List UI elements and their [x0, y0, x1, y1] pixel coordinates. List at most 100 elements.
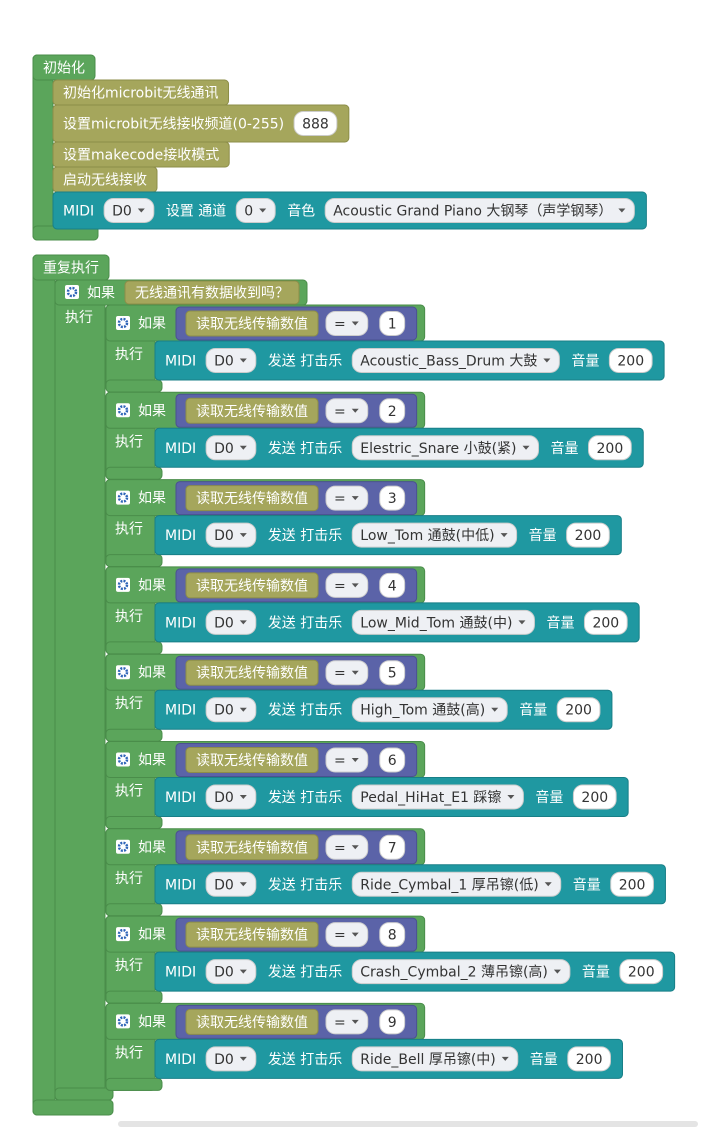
- volume-value-box: [572, 784, 617, 810]
- case-value-box: [379, 311, 406, 336]
- drum-dropdown: Elestric_Snare 小鼓(紧): [360, 441, 516, 457]
- gear-icon-ring: [117, 317, 129, 329]
- dropdown-arrow: [351, 1019, 359, 1024]
- pin-dropdown-box: [205, 1046, 257, 1072]
- midi-label: MIDI: [165, 615, 196, 631]
- do-label: 执行: [115, 871, 143, 887]
- case-value-box: [379, 398, 406, 424]
- volume-value: 200: [628, 965, 655, 981]
- init-body: [32, 54, 54, 241]
- channel-value-box: [293, 111, 338, 136]
- case-value: 7: [388, 840, 397, 856]
- dropdown-arrow: [239, 969, 247, 974]
- dropdown-arrow: [239, 533, 247, 538]
- action-label: 发送 打击乐: [268, 789, 342, 806]
- case-value-box: [379, 485, 406, 511]
- statement-label: 初始化microbit无线通讯: [63, 85, 219, 102]
- drum-dropdown: Low_Mid_Tom 通鼓(中): [360, 615, 512, 631]
- case-bottom: [105, 1077, 163, 1091]
- volume-value-box: [610, 871, 654, 897]
- midi-label: MIDI: [165, 441, 196, 457]
- gear-icon-ring: [66, 286, 78, 298]
- op-dropdown-box: [325, 311, 369, 336]
- op-dropdown: =: [334, 491, 346, 507]
- action-label: 发送 打击乐: [268, 353, 342, 370]
- pin-dropdown-box: [205, 697, 257, 723]
- volume-value: 200: [575, 528, 602, 544]
- midi-label: MIDI: [165, 528, 196, 544]
- midi-label: MIDI: [165, 1052, 196, 1068]
- midi-label: MIDI: [165, 877, 196, 893]
- midi-label: MIDI: [165, 790, 196, 806]
- volume-label: 音量: [582, 964, 610, 981]
- case-value-box: [379, 660, 406, 686]
- volume-value-box: [556, 697, 601, 723]
- pin-dropdown: D0: [112, 204, 132, 220]
- volume-value: 200: [576, 1052, 603, 1068]
- op-dropdown: =: [334, 404, 346, 420]
- forever-body: [32, 254, 56, 1116]
- gear-icon-ring: [117, 492, 129, 503]
- drum-dropdown-box: [351, 348, 560, 373]
- op-dropdown-box: [325, 747, 369, 773]
- dropdown-arrow: [351, 408, 359, 413]
- drum-dropdown: Low_Tom 通鼓(中低): [360, 528, 494, 544]
- drum-dropdown: Ride_Cymbal_1 厚吊镲(低): [360, 876, 538, 893]
- pin-dropdown: D0: [214, 965, 234, 981]
- drum-dropdown: Acoustic_Bass_Drum 大鼓: [360, 354, 537, 370]
- drum-dropdown: High_Tom 通鼓(高): [360, 702, 485, 719]
- condition-block: [124, 280, 300, 305]
- action-label: 发送 打击乐: [268, 876, 342, 893]
- channel-dropdown-box: [235, 198, 276, 223]
- init-label: 初始化: [43, 60, 85, 77]
- instrument-dropdown: Acoustic Grand Piano 大钢琴（声学钢琴）: [333, 204, 612, 220]
- read-block: [185, 921, 319, 948]
- volume-value-box: [583, 609, 628, 635]
- volume-value-box: [608, 348, 653, 373]
- volume-label: 音量: [573, 876, 601, 893]
- pin-dropdown-box: [205, 435, 257, 461]
- volume-value: 200: [619, 877, 646, 893]
- if-bottom: [54, 1087, 114, 1101]
- volume-value: 200: [581, 790, 608, 806]
- dropdown-arrow: [351, 758, 359, 762]
- gear-icon: [116, 403, 130, 418]
- if-label: 如果: [138, 840, 166, 856]
- forever-bottom: [32, 1099, 114, 1116]
- drum-dropdown: Pedal_HiHat_E1 踩镲: [360, 789, 501, 806]
- do-label: 执行: [115, 522, 143, 538]
- volume-label: 音量: [530, 1051, 558, 1068]
- do-label: 执行: [115, 784, 143, 800]
- read-label: 读取无线传输数值: [196, 1014, 308, 1031]
- volume-label: 音量: [519, 702, 547, 719]
- pin-dropdown: D0: [214, 528, 234, 544]
- if-label: 如果: [138, 1014, 166, 1030]
- volume-label: 音量: [535, 789, 563, 806]
- op-dropdown: =: [334, 1015, 346, 1031]
- pin-dropdown: D0: [214, 615, 234, 631]
- read-label: 读取无线传输数值: [196, 839, 308, 856]
- gear-icon-ring: [117, 405, 129, 416]
- forever-label: 重复执行: [43, 260, 99, 277]
- drum-dropdown-box: [351, 959, 571, 985]
- pin-dropdown: D0: [214, 441, 234, 457]
- statement-label: 设置microbit无线接收频道(0-255): [63, 116, 284, 133]
- read-block: [185, 659, 319, 686]
- gear-icon: [116, 1014, 130, 1029]
- dropdown-arrow: [518, 620, 526, 625]
- case-value-box: [379, 834, 406, 860]
- dropdown-arrow: [239, 707, 247, 712]
- gear-icon-ring: [117, 666, 129, 678]
- dropdown-arrow: [544, 882, 552, 887]
- if-label: 如果: [138, 403, 166, 419]
- top-bar: [0, 0, 720, 36]
- instrument-dropdown-box: [324, 198, 635, 223]
- do-label: 执行: [115, 609, 143, 625]
- pin-dropdown: D0: [214, 703, 234, 719]
- case-bottom: [105, 641, 163, 655]
- volume-value: 200: [565, 703, 592, 719]
- volume-value-box: [619, 959, 664, 985]
- read-block: [185, 485, 319, 512]
- drum-dropdown-box: [351, 1046, 519, 1072]
